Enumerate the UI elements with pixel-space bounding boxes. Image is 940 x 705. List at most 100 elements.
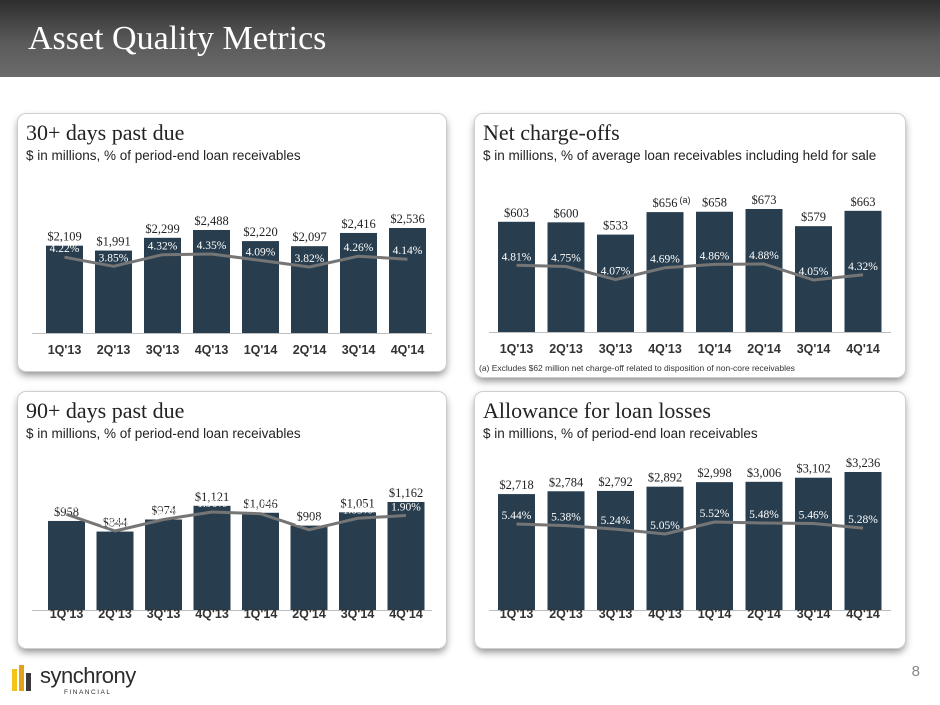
bar-5: [291, 246, 328, 333]
bar-2: [597, 490, 634, 610]
x-tick-label-1: 2Q'13: [98, 607, 132, 621]
x-tick-label-6: 3Q'14: [341, 607, 375, 621]
bar-3: [193, 229, 230, 333]
bar-7: [389, 228, 426, 333]
percent-label-0: 5.44%: [502, 510, 532, 522]
percent-label-1: 4.75%: [551, 253, 581, 265]
percent-trend-line: [66, 510, 407, 533]
percent-trend-line: [516, 520, 864, 536]
bar-value-label-0: $603: [504, 206, 529, 220]
x-tick-label-5: 2Q'14: [747, 607, 781, 621]
percent-label-4: 5.52%: [700, 508, 730, 520]
panel-subtitle: $ in millions, % of period-end loan rece…: [26, 426, 301, 441]
bar-4: [242, 512, 279, 610]
x-tick-label-5: 2Q'14: [292, 607, 326, 621]
x-tick-label-7: 4Q'14: [389, 607, 423, 621]
bar-4: [242, 241, 279, 333]
x-tick-label-2: 3Q'13: [599, 342, 633, 356]
chart-net-charge-offs: $603 1Q'13 $600 2Q'13 $533 3Q'13 $656 4Q'13 (a) $…: [489, 193, 891, 356]
logo-subtitle: FINANCIAL: [64, 689, 112, 696]
x-tick-label-0: 1Q'13: [500, 607, 534, 621]
panel-30-days-past-due: $2,109 1Q'13 $1,991 2Q'13 $2,299 3Q'13 $2,488 4…: [18, 114, 446, 371]
percent-label-6: 4.26%: [344, 242, 374, 254]
bar-4: [696, 211, 733, 332]
bar-value-label-6: $1,051: [340, 496, 374, 510]
x-tick-label-3: 4Q'13: [648, 607, 682, 621]
percent-label-1: 3.85%: [99, 252, 129, 264]
percent-label-3: 4.69%: [650, 254, 680, 266]
percent-label-0: 1.92%: [52, 500, 82, 512]
bar-value-label-4: $1,046: [243, 497, 277, 511]
chart-90-days-past-due: $9581Q'13$8442Q'13$9743Q'13$1,1214Q'13$1…: [32, 486, 432, 621]
x-tick-label-0: 1Q'13: [500, 342, 534, 356]
synchrony-logo: synchrony FINANCIAL: [10, 663, 140, 699]
percent-label-4: 1.93%: [246, 500, 276, 512]
panel-title: Net charge-offs: [483, 120, 620, 145]
percent-label-6: 5.46%: [799, 510, 829, 522]
x-tick-label-4: 1Q'14: [244, 607, 278, 621]
bar-value-label-6: $2,416: [341, 217, 375, 231]
bar-0: [498, 494, 535, 610]
bar-value-label-0: $2,718: [499, 478, 533, 492]
panel-title: 90+ days past due: [26, 398, 185, 423]
percent-label-3: 4.35%: [197, 240, 227, 252]
bar-5: [745, 209, 783, 332]
percent-label-7: 5.28%: [848, 514, 878, 526]
bar-value-label-7: $3,236: [846, 456, 880, 470]
panel-subtitle: $ in millions, % of average loan receiva…: [483, 148, 877, 163]
bar-value-label-1: $844: [103, 516, 129, 530]
percent-label-1: 5.38%: [551, 512, 581, 524]
chart-allowance-for-loan-losses: $2,718 1Q'13 $2,784 2Q'13 $2,792 3Q'13 $2,892 4…: [489, 456, 891, 621]
synchrony-mark-icon: [12, 665, 31, 691]
bar-value-label-3: $656: [653, 196, 678, 210]
x-tick-label-4: 1Q'14: [244, 343, 278, 357]
bar-5: [290, 525, 328, 610]
bar-value-label-2: $2,299: [145, 222, 179, 236]
percent-label-5: 5.48%: [749, 509, 779, 521]
x-tick-label-7: 4Q'14: [846, 342, 880, 356]
bar-value-label-1: $2,784: [549, 475, 584, 489]
percent-label-2: 4.32%: [148, 241, 178, 253]
bar-6: [340, 232, 377, 333]
percent-trend-line: [64, 252, 408, 269]
percent-label-2: 1.83%: [149, 505, 179, 517]
x-tick-label-5: 2Q'14: [293, 343, 327, 357]
x-tick-label-2: 3Q'13: [147, 607, 181, 621]
bar-value-label-1: $600: [554, 206, 579, 220]
bar-value-label-2: $533: [603, 219, 628, 233]
percent-label-4: 4.86%: [700, 250, 730, 262]
bar-5: [745, 481, 783, 610]
percent-label-7: 4.32%: [848, 261, 878, 273]
logo-wordmark: synchrony: [40, 663, 136, 688]
bar-value-label-3: $1,121: [195, 490, 229, 504]
bar-value-label-5: $673: [752, 193, 777, 207]
bar-0: [498, 221, 535, 332]
panel-allowance-for-loan-losses: $2,718 1Q'13 $2,784 2Q'13 $2,792 3Q'13 $2,892 4…: [475, 392, 905, 648]
bar-2: [145, 519, 182, 610]
bar-6: [339, 512, 376, 610]
percent-label-3: 5.05%: [650, 520, 680, 532]
percent-label-6: 4.05%: [799, 266, 829, 278]
x-tick-label-3: 4Q'13: [648, 342, 682, 356]
percent-label-5: 3.82%: [295, 253, 325, 265]
bar-3: [193, 505, 231, 610]
x-tick-label-0: 1Q'13: [48, 343, 82, 357]
percent-label-2: 4.07%: [601, 266, 631, 278]
percent-label-4: 4.09%: [246, 246, 276, 258]
percent-label-5: 4.88%: [749, 250, 779, 262]
bar-4: [696, 482, 733, 610]
bar-value-label-1: $1,991: [96, 235, 130, 249]
bar-0: [48, 520, 85, 610]
bar-7: [844, 210, 882, 332]
x-tick-label-4: 1Q'14: [698, 607, 732, 621]
panel-subtitle: $ in millions, % of period-end loan rece…: [483, 426, 758, 441]
x-tick-label-3: 4Q'13: [195, 343, 229, 357]
x-tick-label-0: 1Q'13: [50, 607, 84, 621]
panel-title: Allowance for loan losses: [483, 398, 711, 423]
bar-value-label-6: $579: [801, 210, 826, 224]
percent-label-6: 1.85%: [343, 504, 373, 516]
bar-value-label-2: $974: [151, 503, 177, 517]
bar-3: [646, 486, 684, 610]
percent-label-5: 1.65%: [294, 516, 324, 528]
panel-net-charge-offs: $603 1Q'13 $600 2Q'13 $533 3Q'13 $656 4Q'13 (a) $…: [475, 114, 905, 377]
